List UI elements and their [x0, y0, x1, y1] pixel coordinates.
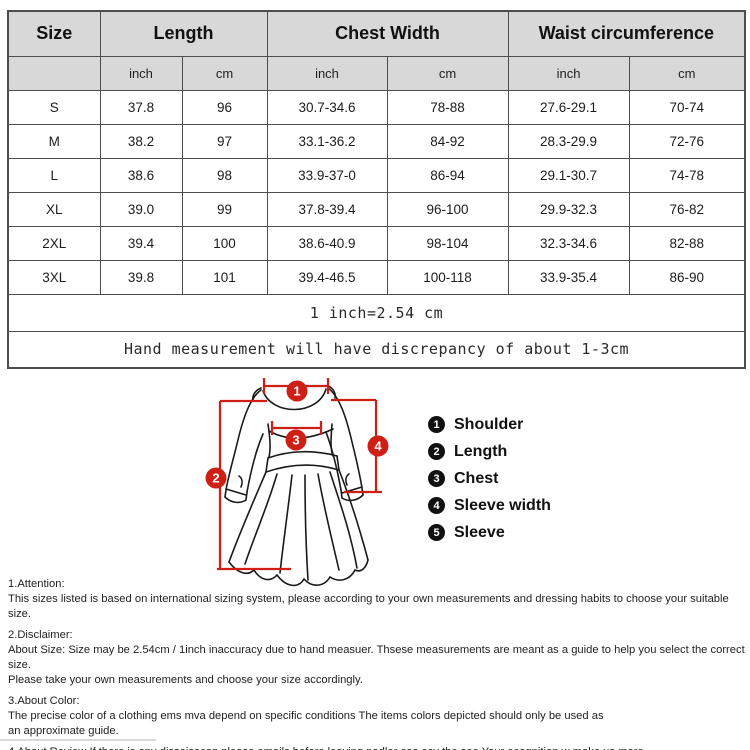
legend-item-length: 2 Length	[428, 438, 551, 465]
marker-1-circle	[286, 380, 308, 402]
circled-number-icon: 4	[428, 497, 445, 514]
value-cell: 38.2	[99, 123, 183, 159]
value-cell: 27.6-29.1	[507, 89, 630, 125]
value-cell: 39.4	[99, 225, 183, 261]
legend-item-shoulder: 1 Shoulder	[428, 411, 551, 438]
value-cell: 99	[181, 191, 268, 227]
measurement-legend: 1 Shoulder 2 Length 3 Chest 4 Sleeve wid…	[428, 411, 551, 546]
value-cell: 29.1-30.7	[507, 157, 630, 193]
note-attention-text: This sizes listed is based on internatio…	[8, 593, 729, 620]
dress-line-art	[224, 385, 369, 587]
unit-header: cm	[386, 55, 509, 91]
value-cell: 29.9-32.3	[507, 191, 630, 227]
marker-2-number: 2	[212, 471, 219, 486]
value-cell: 100	[181, 225, 268, 261]
bottom-divider	[0, 739, 156, 741]
value-cell: 39.4-46.5	[266, 259, 388, 295]
measurement-note: Hand measurement will have discrepancy o…	[7, 330, 746, 369]
unit-header: inch	[266, 55, 388, 91]
table-unit-row: inch cm inch cm inch cm	[7, 55, 746, 91]
legend-item-sleeve-width: 4 Sleeve width	[428, 492, 551, 519]
value-cell: 37.8-39.4	[266, 191, 388, 227]
unit-header-empty	[7, 55, 101, 91]
conversion-row: 1 inch=2.54 cm	[7, 293, 746, 332]
value-cell: 86-90	[628, 259, 746, 295]
legend-label: Length	[454, 442, 508, 460]
legend-label: Sleeve	[454, 523, 505, 541]
note-color-title: 3.About Color:	[8, 695, 80, 707]
legend-label: Shoulder	[454, 415, 524, 433]
circled-number-icon: 2	[428, 443, 445, 460]
unit-header: inch	[99, 55, 183, 91]
marker-4-circle	[367, 435, 389, 457]
measurement-lines	[217, 378, 382, 571]
marker-2-circle	[205, 467, 227, 489]
size-cell: S	[7, 89, 101, 125]
note-color-text-2: an approximate guide.	[8, 725, 119, 737]
unit-header: cm	[181, 55, 268, 91]
value-cell: 100-118	[386, 259, 509, 295]
marker-1-number: 1	[293, 384, 300, 399]
value-cell: 98-104	[386, 225, 509, 261]
table-row-m: M 38.2 97 33.1-36.2 84-92 28.3-29.9 72-7…	[7, 123, 746, 159]
size-cell: 2XL	[7, 225, 101, 261]
marker-3-circle	[285, 429, 307, 451]
notes-section: 1.Attention: This sizes listed is based …	[8, 577, 746, 750]
legend-item-chest: 3 Chest	[428, 465, 551, 492]
value-cell: 37.8	[99, 89, 183, 125]
value-cell: 101	[181, 259, 268, 295]
table-row-l: L 38.6 98 33.9-37-0 86-94 29.1-30.7 74-7…	[7, 157, 746, 193]
value-cell: 97	[181, 123, 268, 159]
note-disclaimer-title: 2.Disclaimer:	[8, 629, 73, 641]
value-cell: 33.9-35.4	[507, 259, 630, 295]
value-cell: 70-74	[628, 89, 746, 125]
value-cell: 38.6-40.9	[266, 225, 388, 261]
circled-number-icon: 5	[428, 524, 445, 541]
value-cell: 76-82	[628, 191, 746, 227]
measurement-markers: 1 2 3 4	[205, 380, 389, 489]
circled-number-icon: 1	[428, 416, 445, 433]
circled-number-icon: 3	[428, 470, 445, 487]
conversion-note: 1 inch=2.54 cm	[7, 293, 746, 332]
col-header-waist: Waist circumference	[507, 10, 746, 57]
value-cell: 78-88	[386, 89, 509, 125]
value-cell: 30.7-34.6	[266, 89, 388, 125]
marker-4-number: 4	[374, 439, 382, 454]
legend-item-sleeve: 5 Sleeve	[428, 519, 551, 546]
legend-label: Chest	[454, 469, 499, 487]
note-color-text-1: The precise color of a clothing ems mva …	[8, 710, 604, 722]
value-cell: 84-92	[386, 123, 509, 159]
value-cell: 96-100	[386, 191, 509, 227]
size-cell: M	[7, 123, 101, 159]
marker-3-number: 3	[292, 433, 299, 448]
value-cell: 74-78	[628, 157, 746, 193]
size-cell: 3XL	[7, 259, 101, 295]
table-row-3xl: 3XL 39.8 101 39.4-46.5 100-118 33.9-35.4…	[7, 259, 746, 295]
legend-label: Sleeve width	[454, 496, 551, 514]
unit-header: inch	[507, 55, 630, 91]
col-header-chest: Chest Width	[266, 10, 509, 57]
note-disclaimer-text-2: Please take your own measurements and ch…	[8, 674, 363, 686]
value-cell: 28.3-29.9	[507, 123, 630, 159]
measurement-note-row: Hand measurement will have discrepancy o…	[7, 330, 746, 369]
unit-header: cm	[628, 55, 746, 91]
table-header-row: Size Length Chest Width Waist circumfere…	[7, 10, 746, 57]
value-cell: 38.6	[99, 157, 183, 193]
note-disclaimer-text-1: About Size: Size may be 2.54cm / 1inch i…	[8, 644, 745, 671]
note-review-text-1: 4.About Review If there is any dissaisac…	[8, 745, 746, 750]
size-chart-table: Size Length Chest Width Waist circumfere…	[7, 10, 747, 369]
note-attention-title: 1.Attention:	[8, 578, 65, 590]
table-row-xl: XL 39.0 99 37.8-39.4 96-100 29.9-32.3 76…	[7, 191, 746, 227]
table-row-2xl: 2XL 39.4 100 38.6-40.9 98-104 32.3-34.6 …	[7, 225, 746, 261]
